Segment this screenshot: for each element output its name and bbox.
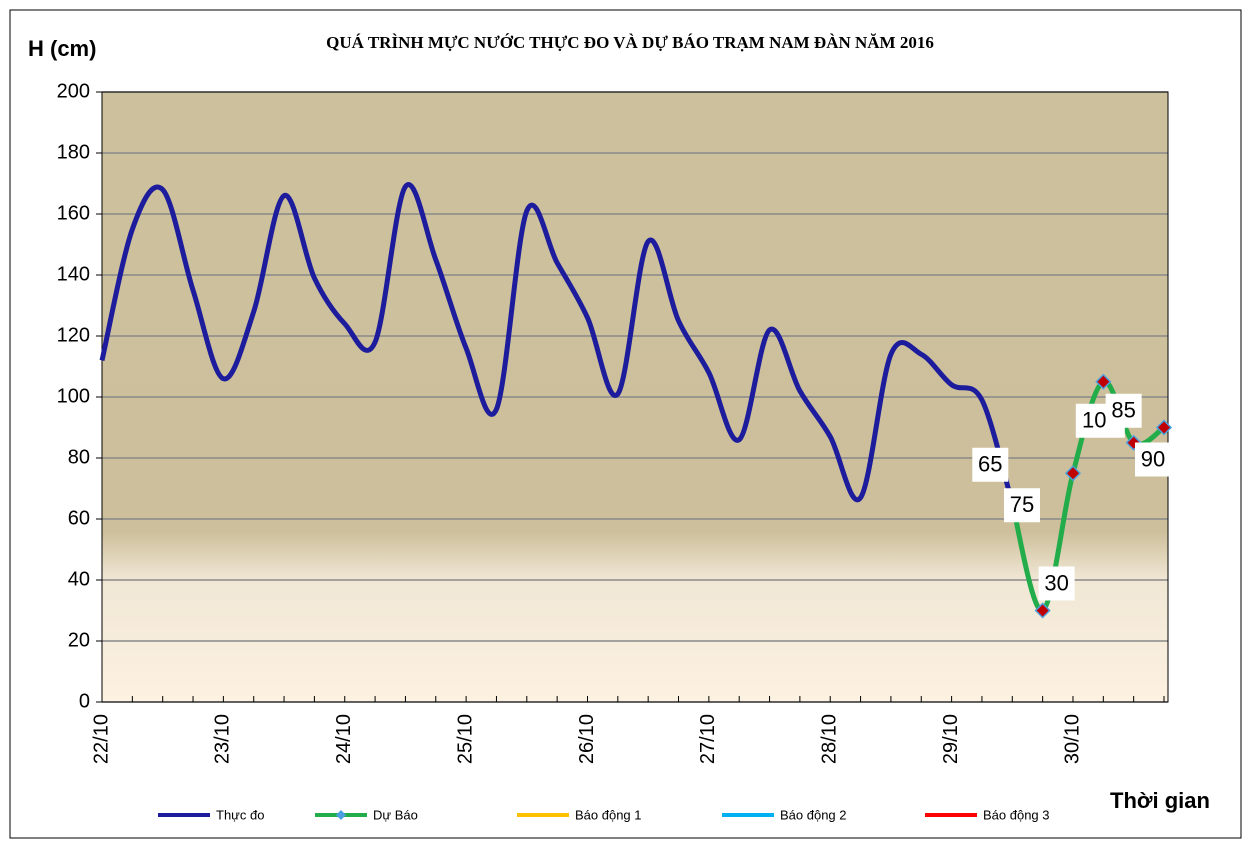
legend-label: Dự Báo: [373, 807, 418, 822]
x-tick-label: 22/10: [90, 714, 112, 764]
x-tick-label: 30/10: [1061, 714, 1083, 764]
x-tick-label: 23/10: [212, 714, 234, 764]
legend-label: Báo động 2: [780, 807, 847, 822]
y-tick-label: 120: [57, 324, 90, 346]
x-tick-label: 25/10: [454, 714, 476, 764]
data-label-box: [1105, 393, 1142, 428]
legend-marker: [336, 810, 346, 820]
y-tick-label: 200: [57, 80, 90, 102]
data-label-box: [1003, 488, 1040, 523]
y-tick-label: 140: [57, 263, 90, 285]
legend-label: Báo động 1: [575, 807, 642, 822]
y-tick-label: 100: [57, 385, 90, 407]
data-label: 65: [978, 452, 1002, 477]
series-line: [99, 182, 1015, 505]
x-tick-label: 27/10: [697, 714, 719, 764]
data-label-box: [972, 447, 1009, 482]
data-marker: [1064, 465, 1082, 482]
y-tick-label: 180: [57, 141, 90, 163]
data-label: 30: [1044, 570, 1068, 595]
data-label-box: [1135, 442, 1171, 477]
data-marker: [1034, 602, 1051, 619]
legend-label: Báo động 3: [983, 807, 1050, 822]
data-marker: [1125, 434, 1142, 451]
y-tick-label: 60: [68, 507, 90, 529]
y-tick-label: 160: [57, 202, 90, 224]
data-marker: [1155, 419, 1173, 436]
y-tick-label: 80: [68, 446, 90, 468]
data-label: 90: [1141, 446, 1165, 471]
data-label: 85: [1111, 398, 1135, 423]
legend-label: Thực đo: [216, 807, 264, 822]
data-marker: [1095, 373, 1112, 390]
data-label-box: [1038, 566, 1075, 601]
x-tick-label: 28/10: [819, 714, 841, 764]
x-tick-label: 24/10: [333, 714, 355, 764]
plot-border: [101, 91, 1169, 703]
y-tick-label: 0: [79, 690, 90, 712]
x-tick-label: 26/10: [576, 714, 598, 764]
x-axis-label: Thời gian: [1110, 788, 1210, 813]
y-axis-label: H (cm): [28, 36, 96, 61]
data-label: 75: [1010, 492, 1034, 517]
y-tick-label: 20: [68, 629, 90, 651]
x-tick-label: 29/10: [940, 714, 962, 764]
chart-title: QUÁ TRÌNH MỰC NƯỚC THỰC ĐO VÀ DỰ BÁO TRẠ…: [326, 33, 934, 52]
y-tick-label: 40: [68, 568, 90, 590]
